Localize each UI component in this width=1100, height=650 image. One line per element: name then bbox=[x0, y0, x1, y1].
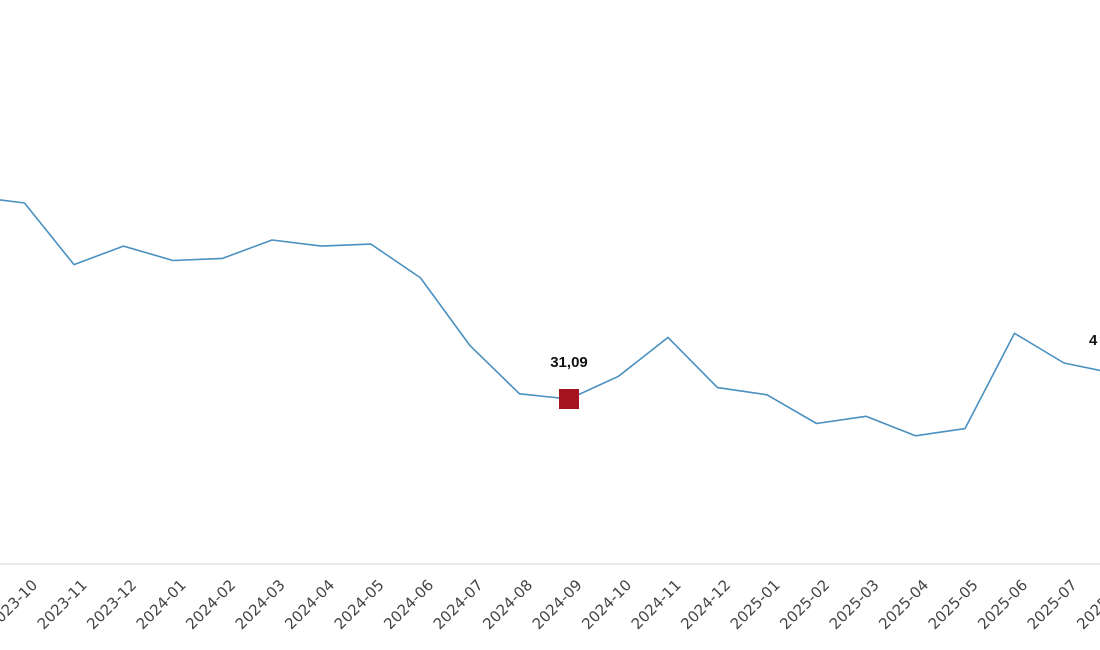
x-tick-label: 2025-07 bbox=[1024, 576, 1081, 633]
x-tick-label: 2024-07 bbox=[430, 576, 487, 633]
highlight-data-label: 31,09 bbox=[550, 354, 588, 371]
data-point bbox=[1013, 331, 1017, 335]
data-point bbox=[914, 434, 918, 438]
x-tick-label: 2024-08 bbox=[479, 576, 536, 633]
x-tick-label: 2024-09 bbox=[529, 576, 586, 633]
x-tick-label: 2024-01 bbox=[133, 576, 190, 633]
x-tick-label: 2024-11 bbox=[628, 576, 685, 633]
data-point bbox=[23, 201, 27, 205]
x-tick-label: 2024-12 bbox=[677, 576, 734, 633]
x-tick-label: 2025-03 bbox=[826, 576, 883, 633]
x-tick-label: 2023-10 bbox=[0, 576, 41, 633]
data-point bbox=[171, 258, 175, 262]
x-tick-label: 2023-11 bbox=[34, 576, 91, 633]
x-tick-label: 2024-05 bbox=[331, 576, 388, 633]
data-point bbox=[122, 244, 126, 248]
data-point bbox=[369, 242, 373, 246]
data-point bbox=[270, 238, 274, 242]
data-point bbox=[765, 393, 769, 397]
end-data-label: 4 bbox=[1089, 332, 1098, 349]
data-point bbox=[716, 386, 720, 390]
data-point bbox=[518, 392, 522, 396]
x-tick-label: 2024-10 bbox=[578, 576, 635, 633]
x-tick-label: 2025-01 bbox=[727, 576, 784, 633]
data-point bbox=[419, 276, 423, 280]
data-point bbox=[617, 374, 621, 378]
series-line-0 bbox=[0, 199, 1100, 437]
x-tick-label: 2024-06 bbox=[380, 576, 437, 633]
x-tick-label: 2024-03 bbox=[232, 576, 289, 633]
x-tick-label: 2025-05 bbox=[925, 576, 982, 633]
marker-layer bbox=[559, 389, 579, 410]
data-point bbox=[963, 427, 967, 431]
data-point bbox=[72, 263, 76, 267]
data-label-layer: 31,09 4 bbox=[550, 332, 1098, 371]
series-layer bbox=[0, 199, 1100, 438]
x-tick-label: 2025-04 bbox=[875, 576, 932, 633]
x-tick-layer: 2023-102023-112023-122024-012024-022024-… bbox=[0, 576, 1100, 633]
highlight-marker bbox=[559, 389, 579, 410]
data-point bbox=[1062, 361, 1066, 365]
data-point bbox=[221, 256, 225, 260]
data-point bbox=[666, 335, 670, 339]
x-tick-label: 2025-02 bbox=[776, 576, 833, 633]
data-point bbox=[815, 422, 819, 426]
x-tick-label: 2023-12 bbox=[83, 576, 140, 633]
x-tick-label: 2025-06 bbox=[974, 576, 1031, 633]
data-point bbox=[320, 244, 324, 248]
x-tick-label: 2024-02 bbox=[182, 576, 239, 633]
data-point bbox=[468, 344, 472, 348]
data-point bbox=[864, 414, 868, 418]
x-tick-label: 2024-04 bbox=[281, 576, 338, 633]
x-tick-label: 2025-08 bbox=[1073, 576, 1100, 633]
